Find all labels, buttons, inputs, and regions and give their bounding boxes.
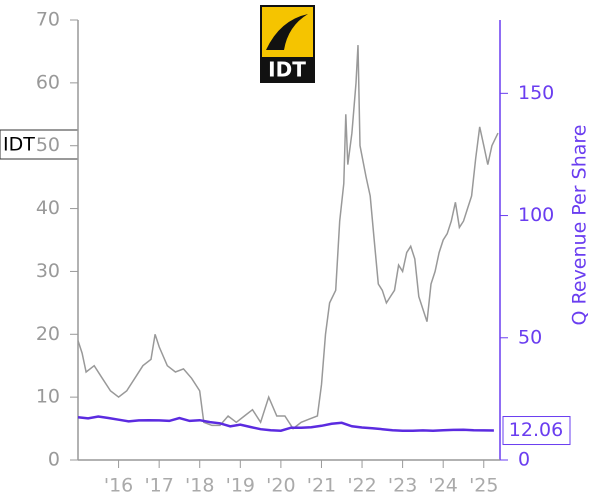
ticker: IDT [3, 134, 35, 156]
x-tick-label: '22 [347, 475, 376, 497]
y-tick-label: 50 [36, 134, 60, 156]
x-tick-label: '24 [428, 475, 457, 497]
y-tick-label: 60 [36, 71, 60, 93]
x-tick-label: '17 [144, 475, 173, 497]
logo-text: IDT [268, 58, 306, 82]
y2-axis-label: Q Revenue Per Share [569, 125, 591, 326]
last-value-label: 12.06 [509, 419, 563, 441]
y-tick-label: 10 [36, 386, 60, 408]
y-tick-label: 30 [36, 260, 60, 282]
y2-tick-label: 100 [518, 204, 554, 226]
y2-tick-label: 50 [518, 326, 542, 348]
y2-tick-label: 0 [518, 449, 530, 471]
series-line [77, 415, 494, 432]
y-tick-label: 70 [36, 9, 60, 31]
series-line [77, 45, 499, 430]
x-tick-label: '16 [104, 475, 133, 497]
y-tick-label: 20 [36, 323, 60, 345]
last-value-box [502, 416, 571, 446]
y2-tick-label: 150 [518, 82, 554, 104]
x-tick-label: '19 [226, 475, 255, 497]
logo-swirl [266, 14, 308, 50]
x-tick-label: '21 [307, 475, 336, 497]
x-tick-label: '18 [185, 475, 214, 497]
x-tick-label: '25 [469, 475, 498, 497]
x-tick-label: '23 [388, 475, 417, 497]
y-tick-label: 40 [36, 197, 60, 219]
logo: IDT [260, 5, 315, 83]
y-tick-label: 0 [48, 449, 60, 471]
x-tick-label: '20 [266, 475, 295, 497]
